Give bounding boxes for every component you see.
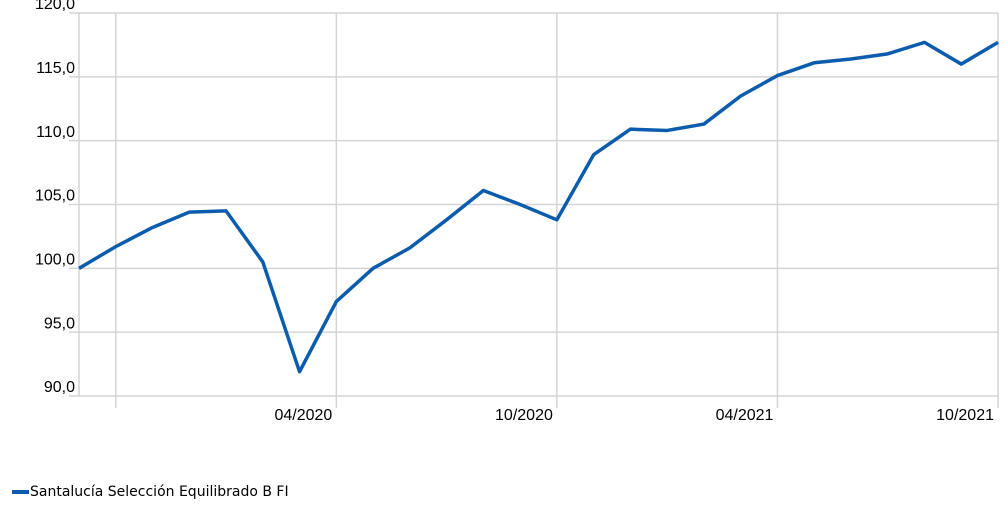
x-tick-label: 04/2021 [716,407,774,424]
x-tick-label: 10/2021 [936,407,994,424]
y-tick-label: 90,0 [44,379,75,396]
legend-label: Santalucía Selección Equilibrado B FI [30,484,289,500]
y-tick-label: 110,0 [36,124,75,141]
y-tick-label: 115,0 [36,60,75,77]
line-series [78,40,999,374]
y-tick-label: 100,0 [35,252,75,269]
y-tick-label: 120,0 [35,0,75,13]
x-tick-label: 10/2020 [495,407,553,424]
y-tick-label: 95,0 [44,315,75,332]
y-tick-label: 105,0 [35,188,75,205]
x-tick-label: 04/2020 [274,407,332,424]
